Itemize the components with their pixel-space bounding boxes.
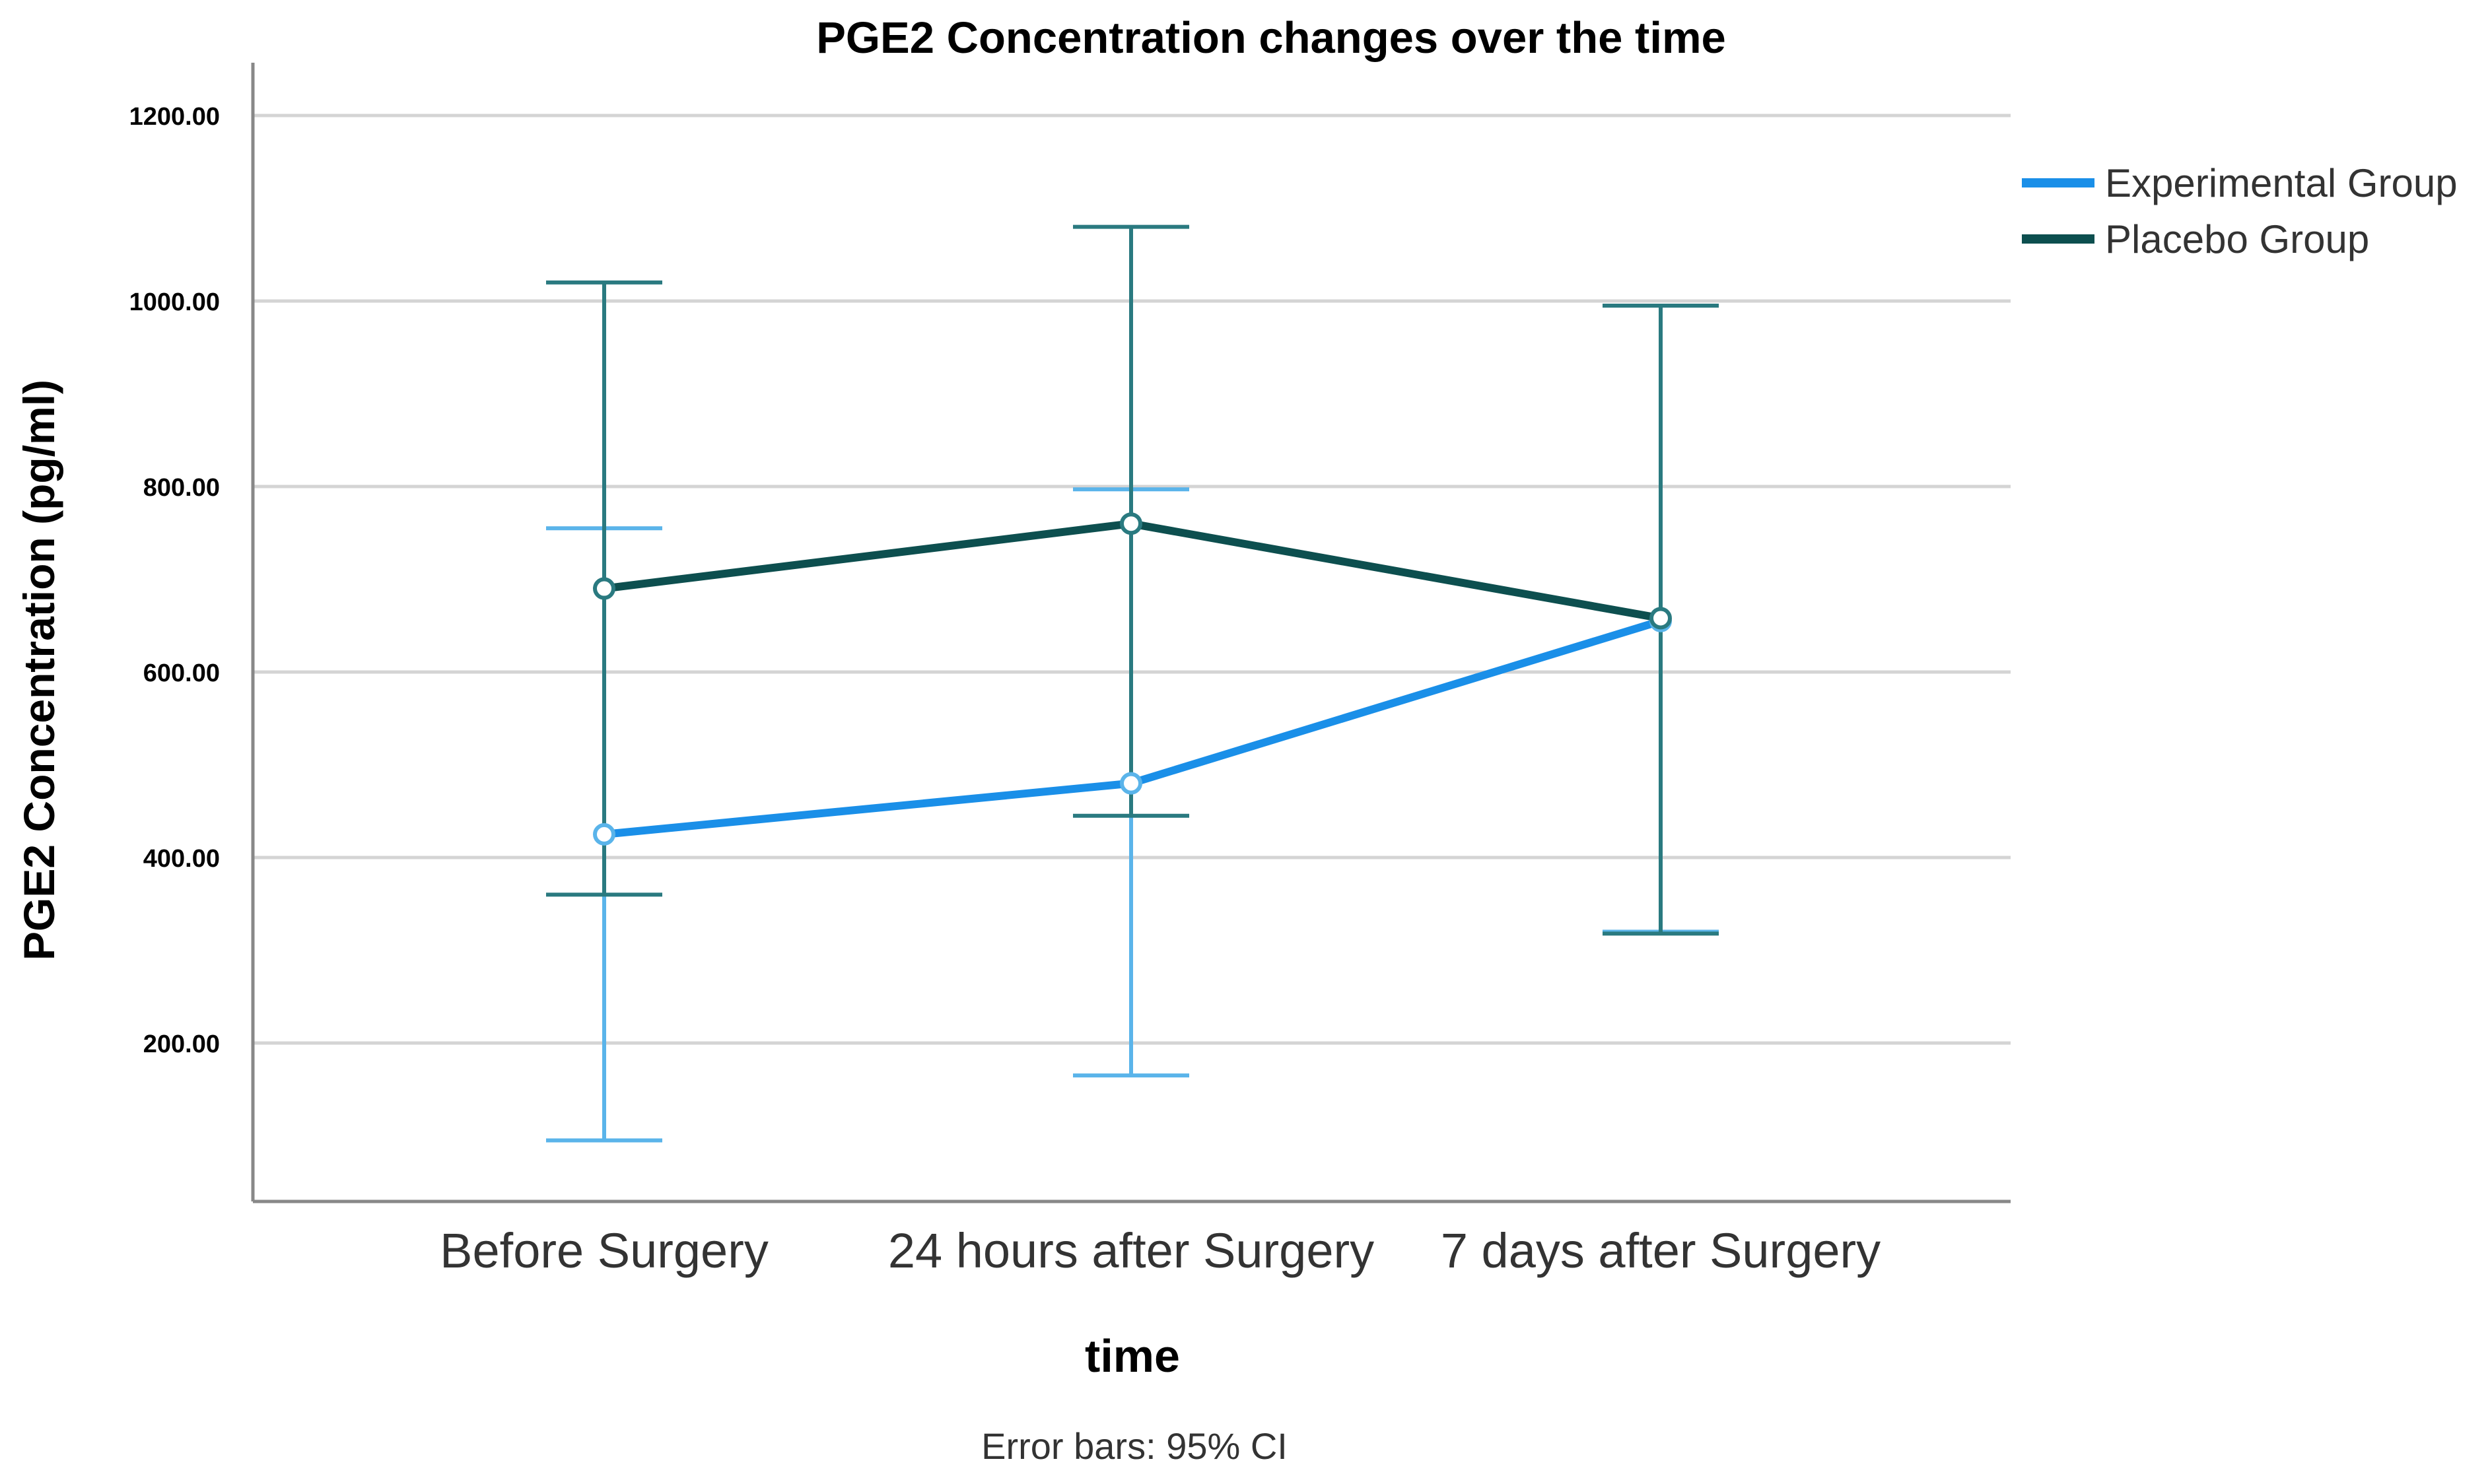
legend-label: Placebo Group <box>2105 217 2369 261</box>
error-bars-note: Error bars: 95% CI <box>981 1425 1288 1467</box>
y-tick-label: 1000.00 <box>129 288 220 316</box>
y-tick-label: 200.00 <box>143 1030 220 1058</box>
axis-layer <box>251 63 2011 1203</box>
y-axis-label: PGE2 Concentration (pg/ml) <box>15 380 63 961</box>
legend: Experimental Group Placebo Group <box>2022 161 2458 261</box>
y-tick-label: 600.00 <box>143 659 220 687</box>
y-tick-label: 1200.00 <box>129 103 220 131</box>
cat-layer: Before Surgery 24 hours after Surgery 7 da… <box>440 1223 1881 1278</box>
chart-title: PGE2 Concentration changes over the time <box>816 13 1726 63</box>
x-tick-label: 7 days after Surgery <box>1441 1223 1881 1278</box>
data-point <box>1120 772 1142 795</box>
data-point <box>1649 607 1672 630</box>
data-point <box>593 577 615 600</box>
point-layer <box>593 512 1672 846</box>
x-tick-label: 24 hours after Surgery <box>888 1223 1374 1278</box>
data-point <box>1120 512 1142 535</box>
x-tick-label: Before Surgery <box>440 1223 769 1278</box>
ytick-layer: 200.00 400.00 600.00 800.00 1000.00 1200.00 <box>129 103 220 1058</box>
y-tick-label: 400.00 <box>143 845 220 873</box>
legend-label: Experimental Group <box>2105 161 2458 205</box>
data-point <box>593 823 615 846</box>
errorbar-layer <box>546 224 1719 1143</box>
x-axis-label: time <box>1085 1330 1180 1382</box>
y-tick-label: 800.00 <box>143 474 220 502</box>
